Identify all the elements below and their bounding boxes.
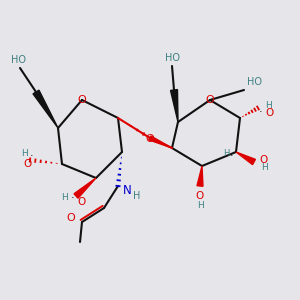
Text: H: H [133,191,141,201]
Text: H: H [21,148,27,158]
Text: O: O [196,191,204,201]
Text: N: N [123,184,131,197]
Text: H: H [223,149,229,158]
Text: ·: · [71,193,75,203]
Polygon shape [33,90,58,128]
Text: O: O [146,134,154,144]
Text: O: O [67,213,75,223]
Text: H: H [261,164,267,172]
Text: O: O [77,197,85,207]
Polygon shape [149,136,172,148]
Text: ·: · [30,151,34,161]
Text: HO: HO [11,55,26,65]
Text: H: H [196,200,203,209]
Text: O: O [23,159,31,169]
Text: O: O [266,108,274,118]
Text: O: O [260,155,268,165]
Text: ·: · [230,151,234,161]
Text: O: O [78,95,86,105]
Polygon shape [197,166,203,186]
Text: H: H [61,194,68,202]
Polygon shape [236,152,256,165]
Text: HO: HO [164,53,179,63]
Polygon shape [170,90,178,122]
Text: O: O [206,95,214,105]
Text: H: H [265,100,272,109]
Text: HO: HO [247,77,262,87]
Text: ·: · [259,107,263,117]
Polygon shape [74,178,96,198]
